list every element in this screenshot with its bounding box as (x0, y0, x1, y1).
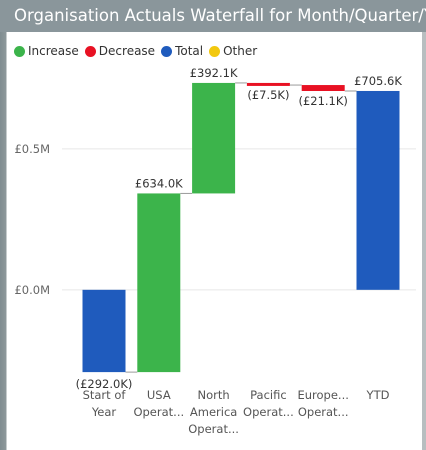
legend-label-total: Total (175, 44, 204, 58)
legend-marker-other (209, 45, 221, 57)
legend-item-other[interactable]: Other (209, 44, 257, 58)
data-label: £705.6K (354, 74, 402, 88)
x-tick-label: America (190, 405, 237, 419)
x-tick-label: North (198, 388, 230, 402)
legend-label-increase: Increase (28, 44, 79, 58)
data-label: (£292.0K) (76, 377, 133, 391)
bar (82, 289, 126, 373)
legend-marker-increase (14, 45, 25, 57)
bar (301, 85, 345, 91)
x-tick-label: YTD (366, 388, 390, 402)
data-label: £392.1K (190, 66, 238, 80)
x-tick-label: USA (147, 388, 171, 402)
bar (192, 82, 236, 194)
legend-marker-total (161, 45, 173, 57)
x-tick-label: Start of (83, 388, 127, 402)
x-tick-label: Europe... (297, 388, 348, 402)
legend-label-other: Other (223, 44, 258, 58)
chart-title: Organisation Actuals Waterfall for Month… (0, 0, 426, 32)
legend-item-increase[interactable]: Increase (14, 44, 79, 58)
data-label: (£21.1K) (298, 94, 347, 108)
x-tick-label: Operat... (243, 405, 294, 419)
x-tick-label: Operat... (188, 422, 239, 436)
x-tick-label: Year (91, 405, 117, 419)
visual-border (422, 32, 426, 450)
y-tick-label: £0.5M (14, 142, 50, 156)
legend-item-decrease[interactable]: Decrease (84, 44, 156, 58)
legend-marker-decrease (84, 45, 96, 57)
chart-legend[interactable]: Increase Decrease Total Other (14, 42, 263, 60)
bar (246, 82, 290, 86)
legend-label-decrease: Decrease (98, 44, 156, 58)
x-tick-label: Operat... (298, 405, 349, 419)
x-tick-label: Operat... (133, 405, 184, 419)
bar (137, 193, 181, 373)
data-label: (£7.5K) (247, 88, 289, 102)
bar (356, 90, 400, 290)
x-tick-label: Pacific (250, 388, 287, 402)
legend-item-total[interactable]: Total (161, 44, 203, 58)
y-tick-label: £0.0M (14, 283, 50, 297)
data-label: £634.0K (135, 176, 183, 190)
